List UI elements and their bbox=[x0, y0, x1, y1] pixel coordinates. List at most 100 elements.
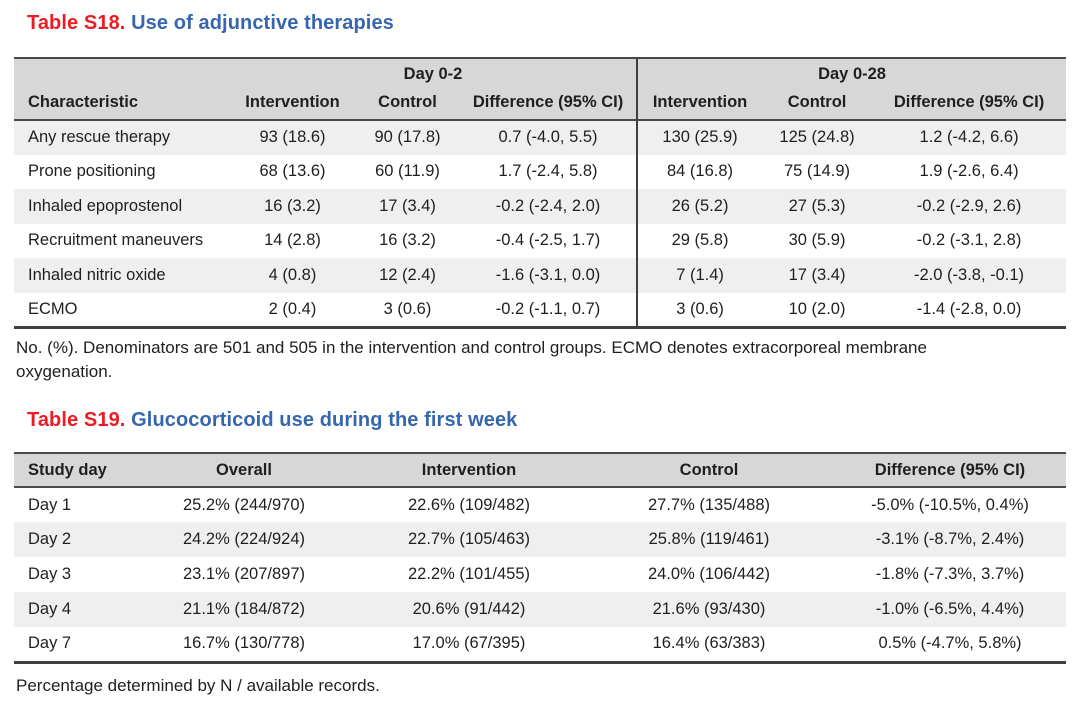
column-header-row: Characteristic Intervention Control Diff… bbox=[14, 90, 1067, 120]
table-row: Inhaled nitric oxide 4 (0.8) 12 (2.4) -1.6 … bbox=[14, 258, 1067, 293]
value-cell: 0.7 (-4.0, 5.5) bbox=[460, 120, 638, 155]
table-s19-label: Table S19. bbox=[27, 409, 126, 431]
value-cell: 22.2% (101/455) bbox=[407, 565, 530, 583]
row-label-cell: Day 7 bbox=[28, 634, 72, 653]
value-cell: 75 (14.9) bbox=[784, 162, 851, 181]
table-s18-footnote: No. (%). Denominators are 501 and 505 in… bbox=[16, 338, 927, 381]
value-cell: 16.7% (130/778) bbox=[182, 634, 305, 653]
column-header-row: Study day Overall Intervention Control D… bbox=[14, 453, 1066, 487]
table-s18: Day 0-2 Day 0-28 Characteristic Interven… bbox=[14, 57, 1067, 329]
value-cell: 84 (16.8) bbox=[636, 154, 763, 189]
col-header-intervention-d028: Intervention bbox=[636, 90, 763, 120]
table-s19-title: Table S19. Glucocorticoid use during the… bbox=[27, 409, 517, 432]
row-label-cell: Any rescue therapy bbox=[14, 120, 230, 155]
row-label-cell: Day 1 bbox=[28, 495, 72, 514]
table-row: Any rescue therapy 93 (18.6) 90 (17.8) 0.7 … bbox=[14, 120, 1067, 155]
value-cell: -1.0% (-6.5%, 4.4%) bbox=[834, 592, 1066, 627]
table-row: Day 1 25.2% (244/970) 22.6% (109/482) 27.7%… bbox=[14, 487, 1066, 522]
table-row: Prone positioning 68 (13.6) 60 (11.9) 1.7 (… bbox=[14, 154, 1066, 189]
value-cell: 21.6% (93/430) bbox=[584, 592, 834, 627]
corner-cell bbox=[14, 58, 230, 90]
col-header-characteristic: Characteristic bbox=[14, 90, 230, 120]
value-cell: 25.2% (244/970) bbox=[182, 495, 305, 514]
value-cell: -5.0% (-10.5%, 0.4%) bbox=[871, 495, 1029, 514]
table-s19-body: Day 1 25.2% (244/970) 22.6% (109/482) 27.7%… bbox=[14, 487, 1066, 662]
value-cell: 10 (2.0) bbox=[788, 299, 846, 318]
value-cell: 1.9 (-2.6, 6.4) bbox=[919, 162, 1019, 181]
value-cell: -1.4 (-2.8, 0.0) bbox=[916, 299, 1022, 318]
row-label-cell: Day 2 bbox=[14, 522, 134, 557]
row-label-cell: Recruitment maneuvers bbox=[28, 231, 204, 250]
value-cell: 16 (3.2) bbox=[379, 231, 436, 250]
value-cell: 12 (2.4) bbox=[355, 258, 460, 293]
value-cell: 23.1% (207/897) bbox=[182, 565, 305, 583]
value-cell: 2 (0.4) bbox=[268, 299, 317, 318]
value-cell: -2.0 (-3.8, -0.1) bbox=[872, 258, 1067, 293]
value-cell: 1.2 (-4.2, 6.6) bbox=[872, 120, 1067, 155]
table-row: Day 7 16.7% (130/778) 17.0% (67/395) 16.4% … bbox=[14, 627, 1066, 662]
value-cell: 3 (0.6) bbox=[383, 299, 432, 318]
value-cell: 26 (5.2) bbox=[636, 189, 763, 224]
table-s18-header: Day 0-2 Day 0-28 Characteristic Interven… bbox=[14, 58, 1067, 120]
value-cell: -0.2 (-2.9, 2.6) bbox=[872, 189, 1067, 224]
value-cell: 20.6% (91/442) bbox=[354, 592, 584, 627]
group-header-day-0-28: Day 0-28 bbox=[636, 58, 1067, 90]
value-cell: 4 (0.8) bbox=[230, 258, 355, 293]
value-cell: 16.4% (63/383) bbox=[652, 634, 766, 653]
col-header-difference: Difference (95% CI) bbox=[834, 453, 1066, 487]
value-cell: 68 (13.6) bbox=[259, 162, 326, 181]
table-s18-label: Table S18. bbox=[27, 12, 126, 34]
value-cell: 17.0% (67/395) bbox=[412, 634, 526, 653]
value-cell: 16 (3.2) bbox=[230, 189, 355, 224]
value-cell: -1.6 (-3.1, 0.0) bbox=[460, 258, 638, 293]
value-cell: 21.1% (184/872) bbox=[134, 592, 354, 627]
table-s19: Study day Overall Intervention Control D… bbox=[14, 452, 1066, 664]
value-cell: 24.2% (224/924) bbox=[134, 522, 354, 557]
value-cell: 60 (11.9) bbox=[375, 162, 440, 181]
col-header-intervention-d02: Intervention bbox=[230, 90, 355, 120]
table-s19-header: Study day Overall Intervention Control D… bbox=[14, 453, 1066, 487]
value-cell: 93 (18.6) bbox=[230, 120, 355, 155]
row-label-cell: Day 3 bbox=[28, 565, 72, 583]
col-header-study-day: Study day bbox=[14, 453, 134, 487]
col-header-difference-d02: Difference (95% CI) bbox=[460, 90, 638, 120]
row-label-cell: Inhaled nitric oxide bbox=[14, 258, 230, 293]
col-header-intervention: Intervention bbox=[354, 453, 584, 487]
col-header-control-d02: Control bbox=[355, 90, 460, 120]
table-s18-title: Table S18. Use of adjunctive therapies bbox=[27, 12, 394, 35]
value-cell: -0.2 (-2.4, 2.0) bbox=[460, 189, 638, 224]
table-s18-caption: Use of adjunctive therapies bbox=[131, 12, 394, 34]
col-header-control-d028: Control bbox=[762, 90, 873, 120]
table-row: Day 2 24.2% (224/924) 22.7% (105/463) 25.8%… bbox=[14, 522, 1066, 557]
value-cell: 17 (3.4) bbox=[762, 258, 873, 293]
value-cell: 0.5% (-4.7%, 5.8%) bbox=[878, 634, 1022, 653]
value-cell: -3.1% (-8.7%, 2.4%) bbox=[834, 522, 1066, 557]
value-cell: 27 (5.3) bbox=[762, 189, 873, 224]
value-cell: 30 (5.9) bbox=[788, 231, 846, 250]
group-header-row: Day 0-2 Day 0-28 bbox=[14, 58, 1067, 90]
value-cell: 17 (3.4) bbox=[355, 189, 460, 224]
value-cell: 125 (24.8) bbox=[762, 120, 873, 155]
group-header-day-0-2: Day 0-2 bbox=[230, 58, 638, 90]
value-cell: -1.8% (-7.3%, 3.7%) bbox=[875, 565, 1025, 583]
value-cell: 25.8% (119/461) bbox=[584, 522, 834, 557]
row-label-cell: Inhaled epoprostenol bbox=[14, 189, 230, 224]
value-cell: -0.2 (-3.1, 2.8) bbox=[916, 231, 1022, 250]
table-s19-footnote: Percentage determined by N / available r… bbox=[16, 676, 380, 695]
value-cell: 130 (25.9) bbox=[636, 120, 763, 155]
table-row: Recruitment maneuvers 14 (2.8) 16 (3.2) -0.… bbox=[14, 223, 1066, 258]
value-cell: -0.2 (-1.1, 0.7) bbox=[495, 299, 601, 318]
table-s19-caption: Glucocorticoid use during the first week bbox=[131, 409, 518, 431]
value-cell: 22.7% (105/463) bbox=[354, 522, 584, 557]
row-label-cell: Day 4 bbox=[14, 592, 134, 627]
value-cell: 7 (1.4) bbox=[636, 258, 763, 293]
value-cell: 29 (5.8) bbox=[636, 223, 763, 258]
value-cell: 27.7% (135/488) bbox=[647, 495, 770, 514]
value-cell: 1.7 (-2.4, 5.8) bbox=[498, 162, 598, 181]
col-header-overall: Overall bbox=[134, 453, 354, 487]
value-cell: 14 (2.8) bbox=[264, 231, 321, 250]
value-cell: 22.6% (109/482) bbox=[407, 495, 530, 514]
value-cell: 24.0% (106/442) bbox=[647, 565, 770, 583]
table-row: Day 3 23.1% (207/897) 22.2% (101/455) 24.0%… bbox=[14, 557, 1066, 592]
